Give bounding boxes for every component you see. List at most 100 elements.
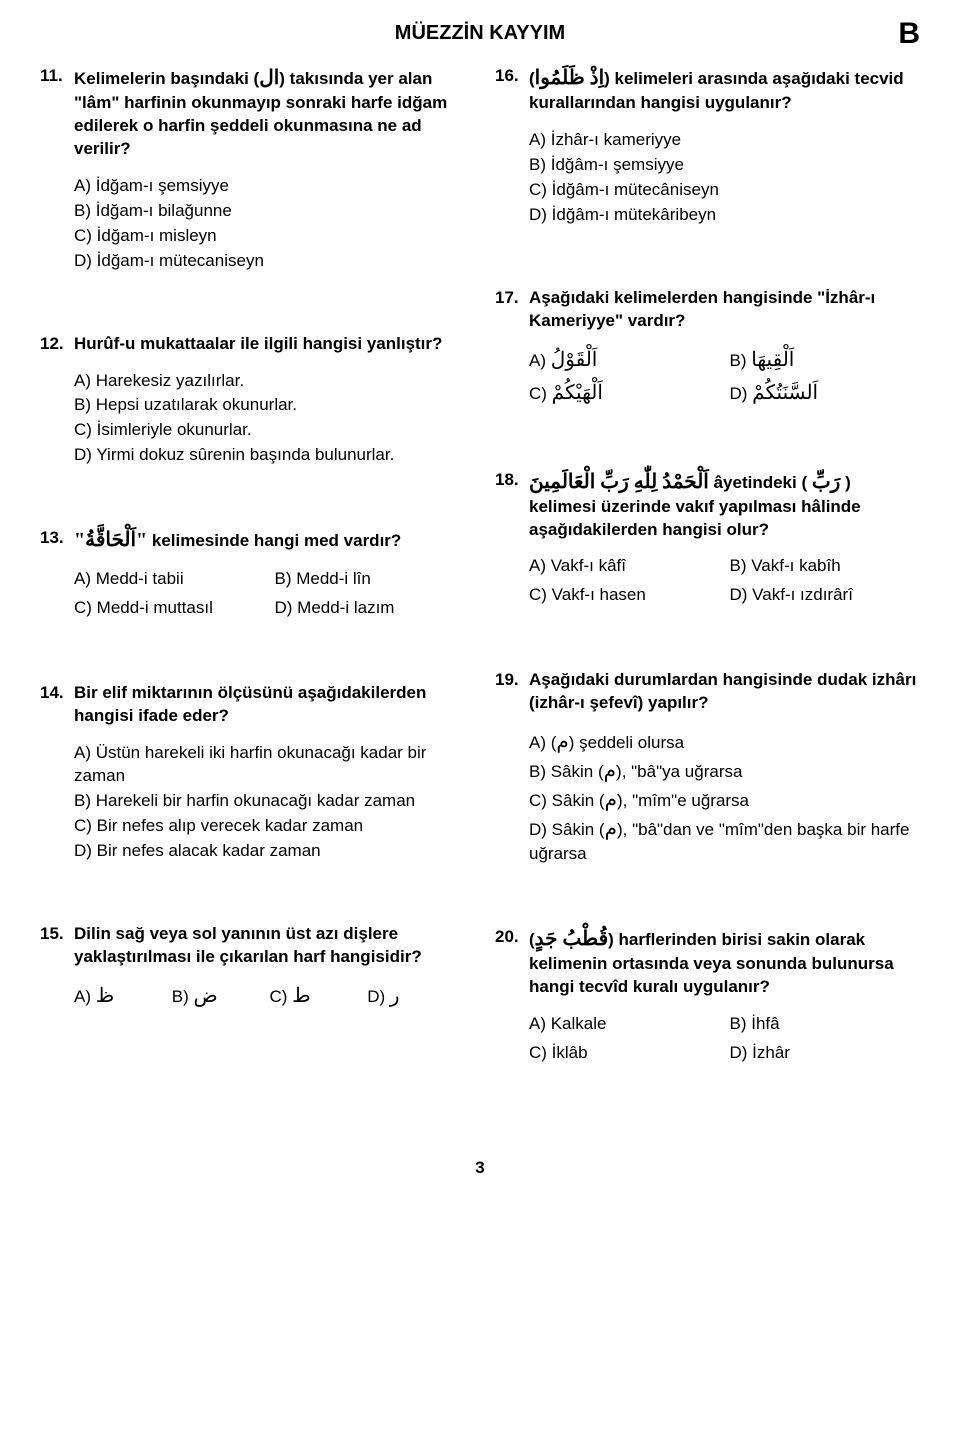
opt-post: ), "bâ"ya uğrarsa (616, 762, 742, 781)
option-c: C) İklâb (529, 1042, 720, 1065)
arabic-text: قُطْبُ جَدٍ (535, 928, 608, 950)
opt-pre: C) Sâkin ( (529, 791, 605, 810)
options: A) Harekesiz yazılırlar. B) Hepsi uzatıl… (74, 370, 465, 468)
option-b: B) Sâkin (م), "bâ"ya uğrarsa (529, 758, 920, 785)
option-a: A) Kalkale (529, 1013, 720, 1036)
opt-pre: B) Sâkin ( (529, 762, 604, 781)
opt-label: A) (529, 351, 551, 370)
opt-label: B) (172, 987, 194, 1006)
arabic-text: اَلْحَمْدُ لِلّٰهِ رَبِّ الْعَالَمِينَ (529, 471, 709, 493)
options: A) Kalkale B) İhfâ C) İklâb D) İzhâr (529, 1013, 920, 1067)
arabic-text: اَلسَّنَتُكُمْ (752, 382, 818, 404)
option-c: C) ط (270, 983, 368, 1010)
option-d: D) Sâkin (م), "bâ"dan ve "mîm"den başka … (529, 816, 920, 866)
booklet-letter: B (898, 14, 920, 55)
q-number: 15. (40, 923, 68, 946)
option-c: C) Vakf-ı hasen (529, 584, 720, 607)
option-b: B) Harekeli bir harfin okunacağı kadar z… (74, 790, 465, 813)
option-b: B) İhfâ (730, 1013, 921, 1036)
opt-label: A) (74, 987, 96, 1006)
q-text-tail: kelimesinde hangi med vardır? (147, 531, 401, 550)
arabic-text: م (556, 731, 568, 753)
option-c: C) İdğam-ı misleyn (74, 225, 465, 248)
option-d: D) Medd-i lazım (275, 597, 466, 620)
option-d: D) Bir nefes alacak kadar zaman (74, 840, 465, 863)
question-12: 12. Hurûf-u mukattaalar ile ilgili hangi… (40, 333, 465, 468)
option-c: C) اَلْهَيْكُمْ (529, 380, 720, 407)
question-14: 14. Bir elif miktarının ölçüsünü aşağıda… (40, 682, 465, 863)
question-17: 17. Aşağıdaki kelimelerden hangisinde "İ… (495, 287, 920, 409)
option-b: B) İdğâm-ı şemsiyye (529, 154, 920, 177)
option-a: A) اَلْقَوْلُ (529, 347, 720, 374)
option-c: C) Bir nefes alıp verecek kadar zaman (74, 815, 465, 838)
option-c: C) Sâkin (م), "mîm"e uğrarsa (529, 787, 920, 814)
content-columns: 11. Kelimelerin başındaki (ال) takısında… (40, 65, 920, 1127)
question-13: 13. "اَلْحَاقَّةُ" kelimesinde hangi med… (40, 527, 465, 622)
options: A) ظ B) ض C) ط D) ر (74, 983, 465, 1012)
question-15: 15. Dilin sağ veya sol yanının üst azı d… (40, 923, 465, 1012)
option-a: A) Üstün harekeli iki harfin okunacağı k… (74, 742, 465, 788)
option-b: B) İdğam-ı bilağunne (74, 200, 465, 223)
option-a: A) Harekesiz yazılırlar. (74, 370, 465, 393)
question-16: 16. (اِذْ ظَلَمُوا) kelimeleri arasında … (495, 65, 920, 227)
opt-label: C) (270, 987, 293, 1006)
arabic-text: اَلْقَوْلُ (551, 349, 598, 371)
opt-post: ) şeddeli olursa (569, 733, 684, 752)
option-b: B) اَلْقِيهَا (730, 347, 921, 374)
q-number: 16. (495, 65, 523, 88)
q-text: (قُطْبُ جَدٍ) harflerinden birisi sakin … (529, 926, 920, 999)
arabic-text: "اَلْحَاقَّةُ" (74, 529, 147, 551)
options: A) (م) şeddeli olursa B) Sâkin (م), "bâ"… (529, 729, 920, 866)
q-text: Hurûf-u mukattaalar ile ilgili hangisi y… (74, 333, 442, 356)
option-d: D) Yirmi dokuz sûrenin başında bulunurla… (74, 444, 465, 467)
options: A) İzhâr-ı kameriyye B) İdğâm-ı şemsiyye… (529, 129, 920, 227)
option-c: C) İsimleriyle okunurlar. (74, 419, 465, 442)
q-text: Dilin sağ veya sol yanının üst azı dişle… (74, 923, 465, 969)
options: A) İdğam-ı şemsiyye B) İdğam-ı bilağunne… (74, 175, 465, 273)
q-text-pre: Kelimelerin başındaki ( (74, 69, 259, 88)
option-a: A) (م) şeddeli olursa (529, 729, 920, 756)
opt-post: ), "mîm"e uğrarsa (617, 791, 749, 810)
page-number: 3 (40, 1157, 920, 1180)
option-d: D) ر (367, 983, 465, 1010)
option-c: C) Medd-i muttasıl (74, 597, 265, 620)
arabic-text: ظ (96, 985, 115, 1007)
q-text: Bir elif miktarının ölçüsünü aşağıdakile… (74, 682, 465, 728)
q-text: Aşağıdaki kelimelerden hangisinde "İzhâr… (529, 287, 920, 333)
option-a: A) Vakf-ı kâfî (529, 555, 720, 578)
opt-label: D) (730, 384, 753, 403)
option-c: C) İdğâm-ı mütecâniseyn (529, 179, 920, 202)
arabic-text: م (605, 789, 617, 811)
arabic-text: ض (193, 985, 217, 1007)
q-text: اَلْحَمْدُ لِلّٰهِ رَبِّ الْعَالَمِينَ â… (529, 469, 920, 542)
option-a: A) Medd-i tabii (74, 568, 265, 591)
arabic-text: اَلْقِيهَا (751, 349, 794, 371)
q-text: "اَلْحَاقَّةُ" kelimesinde hangi med var… (74, 527, 401, 554)
q-number: 14. (40, 682, 68, 705)
question-20: 20. (قُطْبُ جَدٍ) harflerinden birisi sa… (495, 926, 920, 1067)
q-text: Aşağıdaki durumlardan hangisinde dudak i… (529, 669, 920, 715)
option-a: A) İdğam-ı şemsiyye (74, 175, 465, 198)
arabic-text: رَبِّ (812, 471, 841, 493)
right-column: 16. (اِذْ ظَلَمُوا) kelimeleri arasında … (495, 65, 920, 1127)
q-text: Kelimelerin başındaki (ال) takısında yer… (74, 65, 465, 161)
q-number: 12. (40, 333, 68, 356)
q-number: 20. (495, 926, 523, 949)
opt-label: C) (529, 384, 552, 403)
option-d: D) اَلسَّنَتُكُمْ (730, 380, 921, 407)
option-d: D) İzhâr (730, 1042, 921, 1065)
arabic-text: م (605, 818, 617, 840)
options: A) Medd-i tabii B) Medd-i lîn C) Medd-i … (74, 568, 465, 622)
page-header: MÜEZZİN KAYYIM B (40, 20, 920, 47)
q-number: 19. (495, 669, 523, 692)
options: A) Vakf-ı kâfî B) Vakf-ı kabîh C) Vakf-ı… (529, 555, 920, 609)
option-d: D) Vakf-ı ızdırârî (730, 584, 921, 607)
arabic-text: ر (390, 985, 400, 1007)
options: A) Üstün harekeli iki harfin okunacağı k… (74, 742, 465, 863)
option-d: D) İdğâm-ı mütekâribeyn (529, 204, 920, 227)
q-text: (اِذْ ظَلَمُوا) kelimeleri arasında aşağ… (529, 65, 920, 115)
arabic-text: ال (259, 67, 279, 89)
option-a: A) İzhâr-ı kameriyye (529, 129, 920, 152)
left-column: 11. Kelimelerin başındaki (ال) takısında… (40, 65, 465, 1127)
q-number: 13. (40, 527, 68, 550)
